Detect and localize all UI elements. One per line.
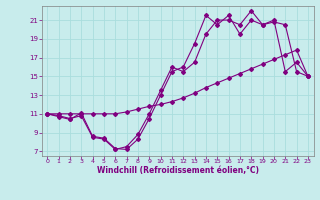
X-axis label: Windchill (Refroidissement éolien,°C): Windchill (Refroidissement éolien,°C) <box>97 166 259 175</box>
